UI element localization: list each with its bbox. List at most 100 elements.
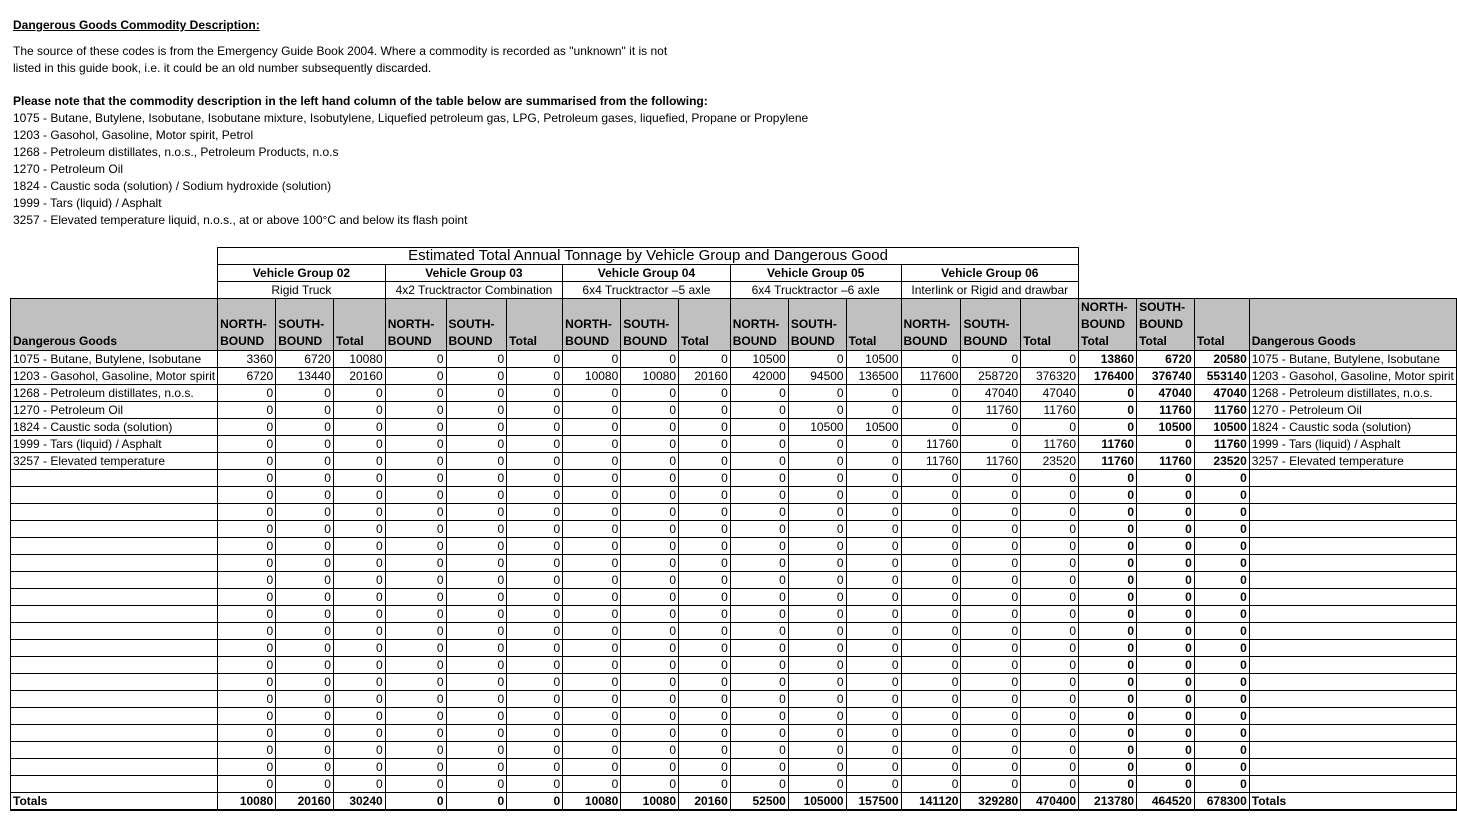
cell-value: 0	[960, 520, 1022, 538]
cell-value: 0	[787, 690, 847, 708]
cell-value: 0	[960, 758, 1022, 776]
row-label	[9, 707, 219, 725]
cell-value: 0	[445, 588, 508, 606]
cell-value: 0	[960, 656, 1022, 674]
cell-value: 0	[845, 401, 902, 419]
cell-value: 0	[275, 775, 334, 793]
cell-value: 0	[1193, 741, 1250, 759]
cell-value: 0	[729, 622, 789, 640]
cell-value: 0	[384, 418, 447, 436]
cell-value: 0	[332, 707, 386, 725]
cell-value: 0	[900, 690, 962, 708]
cell-value: 0	[1077, 605, 1138, 623]
source-text-2: listed in this guide book, i.e. it could…	[13, 61, 432, 75]
cell-value: 0	[729, 724, 789, 742]
cell-value: 11760	[900, 452, 962, 470]
cell-value: 0	[845, 435, 902, 453]
cell-value: 0	[562, 690, 622, 708]
cell-value: 0	[1077, 503, 1138, 521]
cell-value: 0	[445, 350, 508, 368]
cell-value: 0	[1193, 622, 1250, 640]
cell-value: 11760	[1020, 435, 1079, 453]
cell-value: 6720	[217, 367, 277, 385]
cell-value: 0	[562, 418, 622, 436]
cell-value: 0	[678, 775, 731, 793]
cell-value: 0	[1077, 401, 1138, 419]
cell-value: 0	[332, 622, 386, 640]
cell-value: 0	[845, 707, 902, 725]
cell-value: 0	[678, 673, 731, 691]
header-northbound: NORTH-BOUND	[217, 298, 277, 351]
cell-value: 0	[445, 639, 508, 657]
code-line: 1999 - Tars (liquid) / Asphalt	[13, 196, 162, 210]
cell-value: 0	[384, 520, 447, 538]
cell-value: 0	[1136, 605, 1195, 623]
cell-value: 0	[1136, 537, 1195, 555]
code-line: 1270 - Petroleum Oil	[13, 162, 124, 176]
cell-value: 0	[729, 418, 789, 436]
cell-value: 0	[620, 707, 680, 725]
cell-value: 258720	[960, 367, 1022, 385]
cell-value: 0	[1020, 571, 1079, 589]
cell-value: 0	[1136, 707, 1195, 725]
header-dangerous-goods: Dangerous Goods	[9, 298, 219, 351]
cell-value: 0	[620, 571, 680, 589]
cell-value: 0	[900, 571, 962, 589]
code-line: 1203 - Gasohol, Gasoline, Motor spirit, …	[13, 128, 254, 142]
cell-value: 0	[506, 792, 564, 811]
row-label: 1268 - Petroleum distillates, n.o.s.	[9, 384, 219, 402]
cell-value: 0	[787, 707, 847, 725]
cell-value: 13440	[275, 367, 334, 385]
cell-value: 0	[845, 384, 902, 402]
cell-value: 0	[1136, 469, 1195, 487]
cell-value: 0	[1193, 707, 1250, 725]
cell-value: 0	[620, 758, 680, 776]
cell-value: 0	[1020, 520, 1079, 538]
cell-value: 0	[1136, 724, 1195, 742]
cell-value: 0	[960, 554, 1022, 572]
cell-value: 0	[506, 639, 564, 657]
vehicle-group-desc: 6x4 Trucktractor –6 axle	[729, 281, 902, 299]
cell-value: 0	[960, 707, 1022, 725]
cell-value: 0	[506, 350, 564, 368]
cell-value: 0	[562, 673, 622, 691]
cell-value: 0	[445, 707, 508, 725]
row-label-right: 3257 - Elevated temperature	[1248, 452, 1457, 470]
cell-value: 0	[678, 707, 731, 725]
cell-value: 0	[845, 520, 902, 538]
cell-value: 0	[678, 350, 731, 368]
cell-value: 0	[787, 775, 847, 793]
cell-value: 0	[729, 690, 789, 708]
cell-value: 0	[506, 741, 564, 759]
cell-value: 0	[562, 435, 622, 453]
cell-value: 0	[845, 724, 902, 742]
cell-value: 0	[900, 724, 962, 742]
cell-value: 11760	[1136, 452, 1195, 470]
blank-cell	[1079, 248, 1457, 265]
cell-value: 0	[729, 401, 789, 419]
header-northbound: NORTH-BOUND	[729, 298, 789, 351]
cell-value: 0	[275, 435, 334, 453]
column-header-row: Dangerous Goods NORTH-BOUND SOUTH-BOUND Tot…	[9, 298, 1457, 351]
cell-value: 376320	[1020, 367, 1079, 385]
cell-value: 0	[445, 656, 508, 674]
row-label-right	[1248, 605, 1457, 623]
cell-value: 0	[1193, 571, 1250, 589]
cell-value: 0	[960, 418, 1022, 436]
cell-value: 0	[1136, 673, 1195, 691]
header-southbound: SOUTH-BOUND	[787, 298, 847, 351]
cell-value: 0	[678, 605, 731, 623]
cell-value: 11760	[1077, 435, 1138, 453]
row-label	[9, 758, 219, 776]
cell-value: 0	[787, 673, 847, 691]
cell-value: 11760	[900, 435, 962, 453]
cell-value: 0	[445, 384, 508, 402]
cell-value: 0	[678, 452, 731, 470]
cell-value: 0	[332, 571, 386, 589]
cell-value: 20580	[1193, 350, 1250, 368]
cell-value: 0	[275, 418, 334, 436]
group-desc-row: Rigid Truck 4x2 Trucktractor Combination 6…	[11, 281, 1457, 299]
